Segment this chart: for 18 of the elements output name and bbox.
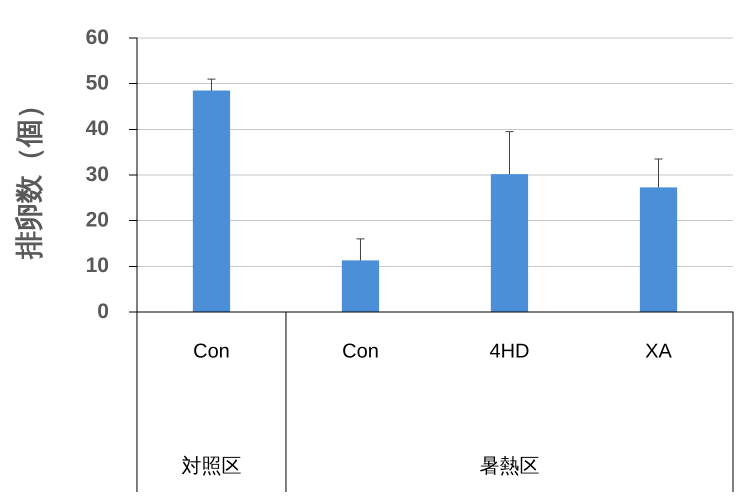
text: 暑熱区 (479, 456, 540, 478)
y-tick-label: 20 (86, 208, 109, 232)
y-tick-label: 60 (86, 26, 109, 49)
x-tick-label: XA (645, 340, 672, 363)
bar (192, 90, 230, 312)
x-tick-label: Con (193, 340, 230, 363)
x-tick-label: 4HD (489, 340, 530, 363)
y-tick-label: 50 (86, 71, 109, 94)
y-axis-title: 排卵数（個） (14, 91, 45, 260)
y-tick-label: 10 (86, 254, 109, 278)
y-tick-label: 0 (97, 300, 109, 323)
x-tick-label: Con (342, 340, 379, 363)
y-tick-label: 30 (86, 162, 109, 186)
text: 対照区 (181, 456, 242, 478)
bar (342, 260, 380, 312)
bar (640, 187, 678, 312)
bar (490, 174, 528, 312)
y-tick-label: 40 (86, 117, 109, 140)
